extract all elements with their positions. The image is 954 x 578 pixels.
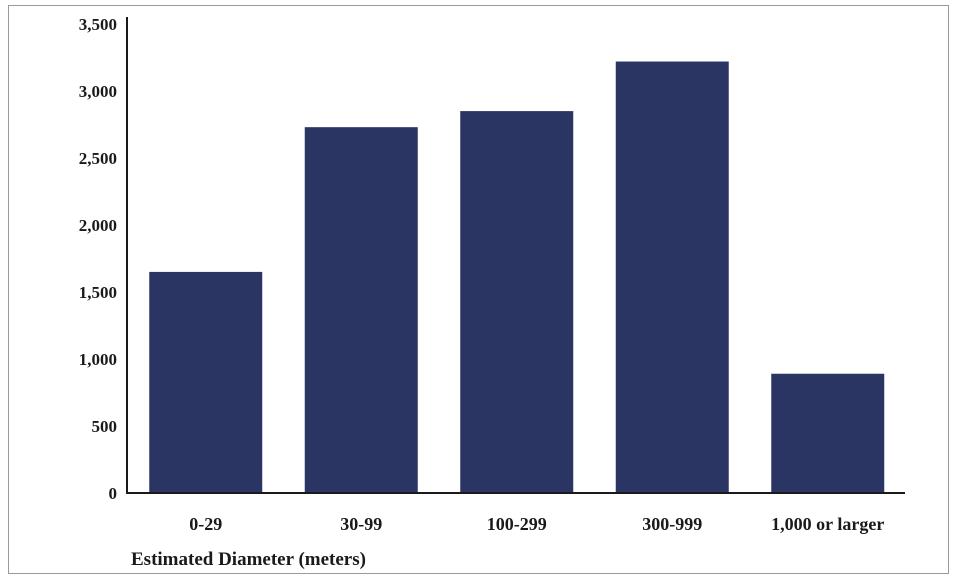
bars-group (149, 61, 885, 494)
y-tick-label: 0 (109, 484, 118, 503)
y-tick-label: 3,500 (79, 15, 117, 34)
y-tick-label: 3,000 (79, 82, 117, 101)
y-tick-label: 2,500 (79, 149, 117, 168)
x-tick-label: 30-99 (340, 514, 382, 534)
y-tick-label: 500 (92, 417, 118, 436)
bar-2 (304, 127, 418, 494)
bar-1 (149, 271, 263, 493)
y-tick-label: 1,500 (79, 283, 117, 302)
x-tick-label: 0-29 (189, 514, 222, 534)
chart-frame (8, 5, 949, 574)
bar-3 (460, 111, 574, 493)
x-tick-label: 300-999 (642, 514, 702, 534)
x-tick-labels: 0-29 30-99 100-299 300-999 1,000 or larger (189, 514, 884, 534)
y-tick-label: 1,000 (79, 350, 117, 369)
bar-5 (771, 373, 885, 493)
bar-4 (615, 61, 729, 494)
y-tick-labels: 0 500 1,000 1,500 2,000 2,500 3,000 3,500 (79, 15, 117, 503)
x-tick-label: 1,000 or larger (771, 514, 884, 534)
y-tick-label: 2,000 (79, 216, 117, 235)
x-axis-title: Estimated Diameter (meters) (131, 549, 366, 570)
x-tick-label: 100-299 (487, 514, 547, 534)
